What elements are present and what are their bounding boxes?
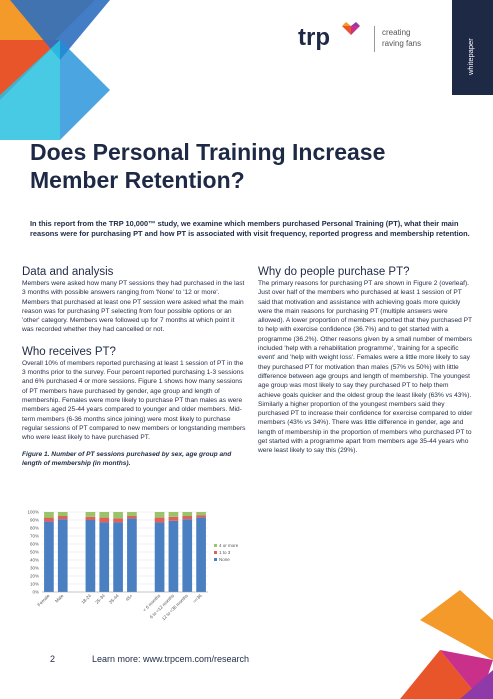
bar-segment [99,522,110,592]
y-tick-label: 90% [30,518,39,523]
x-tick-label: 35-44 [108,593,120,605]
page-number: 2 [50,654,56,664]
y-tick-label: 40% [30,558,39,563]
title: Does Personal Training Increase Member R… [30,139,386,193]
bar-segment [127,516,137,519]
section-heading: Who receives PT? [22,345,116,358]
tagline-line: raving fans [382,39,422,48]
y-tick-label: 10% [30,582,39,587]
tagline-line: creating [382,28,411,37]
header-shapes [0,0,110,140]
legend-swatch [214,558,217,561]
bar-segment [113,512,123,519]
legend-swatch [214,551,217,554]
y-tick-label: 30% [30,566,39,571]
legend-label: 1 to 3 [219,550,231,555]
bar-segment [57,519,68,592]
bar-segment [85,512,96,517]
divider [374,26,375,52]
x-tick-label: 12 to <36 months [161,593,190,622]
intro: In this report from the TRP 10,000™ stud… [30,219,470,238]
section-text: Overall 10% of members reported purchasi… [22,359,246,442]
bar-segment [196,517,206,592]
tab [452,0,493,95]
x-tick-label: >=36 [192,593,203,604]
right-column: Why do people purchase PT? The primary r… [258,265,473,456]
tagline: creating raving fans [382,27,421,49]
y-tick-label: 60% [30,542,39,547]
bar-segment [85,516,96,520]
legend-label: 4 or more [219,543,239,548]
bar-segment [113,518,123,523]
bar-segment [182,519,193,592]
bar-segment [57,516,68,520]
left-column: Data and analysis Members were asked how… [22,265,247,468]
bar-segment [196,515,206,518]
tab-label: whitepaper [466,38,475,75]
footer-link: Learn more: www.trpcem.com/research [92,654,250,664]
bar-segment [99,517,110,523]
bar-segment [44,521,54,592]
x-tick-label: 25-34 [94,593,106,605]
y-tick-label: 100% [27,510,39,515]
section-heading: Data and analysis [22,266,114,278]
section-text: Members were asked how many PT sessions … [22,280,245,334]
bar-segment [168,516,179,521]
x-tick-label: Female [36,593,50,607]
bar-segment [182,516,193,520]
section-text: The primary reasons for purchasing PT ar… [258,280,473,455]
bar-segment [127,518,137,592]
legend-swatch [214,544,217,547]
footer-shapes [400,590,493,699]
bar-segment [44,512,54,518]
y-tick-label: 70% [30,534,39,539]
bar-segment [44,517,54,522]
x-tick-label: 45+ [125,593,134,602]
bar-segment [182,512,193,516]
bar-segment [154,522,165,592]
y-tick-label: 0% [32,590,39,595]
logo-heart [342,22,360,35]
x-tick-label: Male [54,593,65,604]
bar-segment [154,517,165,523]
y-tick-label: 20% [30,574,39,579]
logo: trp [298,24,330,51]
bar-segment [99,512,110,518]
bar-segment [154,512,165,518]
bar-segment [85,520,96,592]
figure-caption: Figure 1. Number of PT sessions purchase… [22,451,232,468]
bar-segment [196,512,206,516]
legend-label: None [219,557,230,562]
y-tick-label: 50% [30,550,39,555]
x-tick-label: 18-24 [80,593,92,605]
bar-segment [127,512,137,516]
bar-segment [57,512,68,516]
bar-segment [168,512,179,517]
y-tick-label: 80% [30,526,39,531]
section-heading: Why do people purchase PT? [258,266,410,278]
bar-segment [113,522,123,592]
bar-segment [168,520,179,592]
chart: 0% 10% 20% 30% 40% 50% 60% 70% 80% 90% 100% Female M… [27,510,239,622]
